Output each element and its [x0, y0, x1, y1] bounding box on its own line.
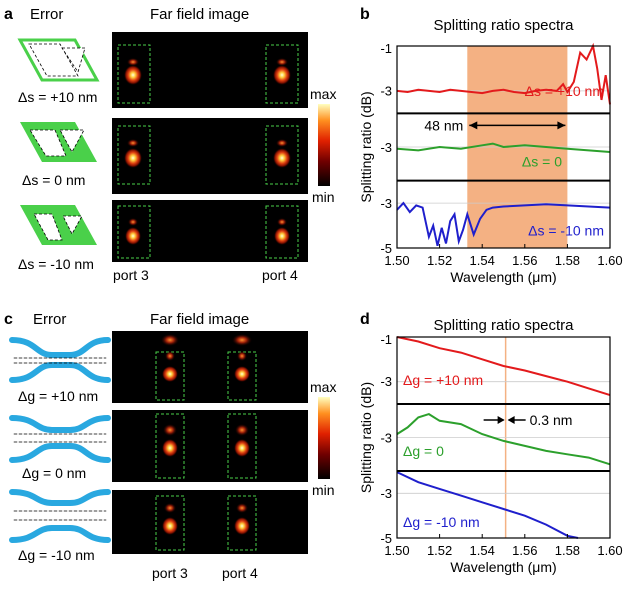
colorbar-c-min: min [312, 482, 335, 498]
farfield-image-c-row2 [112, 410, 308, 482]
chart-b-xtick-label: 1.54 [470, 253, 495, 268]
chart-b-xtick-label: 1.56 [512, 253, 537, 268]
colorbar-a-max: max [310, 86, 336, 102]
coupler-diagram-zero [9, 415, 111, 463]
panel-letter-a: a [4, 6, 13, 23]
rhombus-diagram-minus10 [20, 205, 97, 245]
chart-b: Splitting ratio spectra Δs = +10 nm Δs = 0… [358, 17, 623, 285]
chart-d-series-0-line [396, 336, 611, 397]
port3-label-c: port 3 [152, 565, 188, 581]
chart-d-series-2-label: Δg = -10 nm [403, 514, 480, 530]
label-ds-minus10: Δs = -10 nm [18, 256, 94, 272]
port4-label-a: port 4 [262, 267, 298, 283]
chart-d-frame [396, 336, 611, 539]
chart-b-xtick-label: 1.60 [597, 253, 622, 268]
colorbar-a [318, 104, 330, 186]
chart-d-xtick-label: 1.58 [555, 543, 580, 558]
panel-a-error-heading: Error [30, 6, 63, 23]
chart-b-frame [396, 45, 611, 249]
chart-b-series-2-label: Δs = -10 nm [528, 223, 604, 239]
label-ds-plus10: Δs = +10 nm [18, 89, 97, 105]
colorbar-c [318, 397, 330, 479]
coupler-diagram-minus10 [9, 489, 111, 543]
chart-b-series-1-line [396, 142, 611, 153]
chart-b-ytick-label: -5 [380, 241, 392, 256]
chart-b-ytick-label: -3 [380, 140, 392, 155]
panel-c-error-heading: Error [33, 311, 66, 328]
chart-d-ytick-label: -3 [380, 374, 392, 389]
colorbar-a-min: min [312, 189, 335, 205]
chart-d-ytick-label: -1 [380, 332, 392, 347]
chart-b-ytick-label: -3 [380, 196, 392, 211]
port4-label-c: port 4 [222, 565, 258, 581]
label-ds-zero: Δs = 0 nm [22, 172, 85, 188]
chart-b-annotation: 48 nm [424, 117, 463, 133]
chart-d-series-2-line [396, 471, 579, 539]
chart-d-xtick-label: 1.52 [427, 543, 452, 558]
chart-b-series-0-label: Δs = +10 nm [525, 83, 604, 99]
chart-b-title: Splitting ratio spectra [433, 17, 574, 34]
chart-b-ytick-label: -1 [380, 41, 392, 56]
chart-b-ylabel: Splitting ratio (dB) [358, 91, 374, 202]
farfield-image-a-row1 [112, 32, 308, 108]
farfield-image-a-row3 [112, 200, 308, 262]
chart-b-arrowhead-right [557, 121, 566, 130]
chart-b-series-1-label: Δs = 0 [522, 153, 562, 169]
label-dg-minus10: Δg = -10 nm [18, 547, 95, 563]
panel-letter-d: d [360, 311, 370, 328]
chart-b-xtick-label: 1.52 [427, 253, 452, 268]
chart-d-ylabel: Splitting ratio (dB) [358, 382, 374, 493]
chart-b-xtick-label: 1.58 [555, 253, 580, 268]
chart-d-xtick-label: 1.60 [597, 543, 622, 558]
rhombus-diagram-plus10 [17, 38, 100, 82]
chart-d: Splitting ratio spectra Δg = +10 nm Δg = 0… [358, 317, 623, 575]
chart-d-series-1-line [396, 413, 611, 466]
chart-d-arrowhead-left [497, 416, 505, 424]
chart-d-ytick-label: -3 [380, 431, 392, 446]
chart-d-series-1-label: Δg = 0 [403, 443, 444, 459]
chart-b-xlabel: Wavelength (μm) [450, 269, 556, 285]
chart-b-arrowhead-left [469, 121, 478, 130]
panel-letter-b: b [360, 6, 370, 23]
label-dg-zero: Δg = 0 nm [22, 465, 86, 481]
chart-b-xtick-label: 1.50 [384, 253, 409, 268]
coupler-diagram-plus10 [9, 337, 111, 383]
chart-d-series-0-label: Δg = +10 nm [403, 372, 483, 388]
farfield-image-c-row3 [112, 490, 308, 554]
port3-label-a: port 3 [113, 267, 149, 283]
chart-b-series-0-line [396, 42, 611, 105]
panel-c-farfield-heading: Far field image [150, 311, 249, 328]
chart-d-xtick-label: 1.56 [512, 543, 537, 558]
chart-d-ytick-label: -3 [380, 486, 392, 501]
panel-a-farfield-heading: Far field image [150, 6, 249, 23]
chart-d-xtick-label: 1.50 [384, 543, 409, 558]
chart-d-ytick-label: -5 [380, 531, 392, 546]
farfield-image-a-row2 [112, 118, 308, 194]
chart-d-xtick-label: 1.54 [470, 543, 495, 558]
chart-b-ytick-label: -3 [380, 83, 392, 98]
chart-d-xlabel: Wavelength (μm) [450, 559, 556, 575]
panel-letter-c: c [4, 311, 13, 328]
colorbar-c-max: max [310, 379, 336, 395]
farfield-image-c-row1 [112, 331, 308, 403]
chart-d-annotation: 0.3 nm [530, 412, 573, 428]
chart-d-arrowhead-right [507, 416, 515, 424]
rhombus-diagram-zero [20, 122, 97, 162]
label-dg-plus10: Δg = +10 nm [18, 388, 98, 404]
chart-d-title: Splitting ratio spectra [433, 317, 574, 334]
chart-b-series-2-line [396, 201, 611, 247]
